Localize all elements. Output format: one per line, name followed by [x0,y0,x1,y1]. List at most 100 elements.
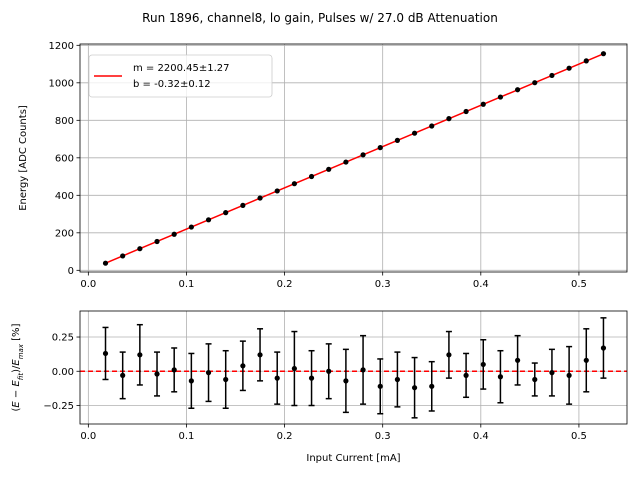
residual-marker [257,352,263,358]
top-gridlines [80,44,627,272]
data-point [240,202,246,208]
x-axis-label: Input Current [mA] [306,453,400,464]
residual-point [342,348,349,414]
top-y-tick-label: 200 [55,228,74,239]
residual-marker [583,357,589,363]
bottom-x-tick-label: 0.3 [375,431,391,442]
data-point [532,80,538,86]
legend-box [88,54,273,98]
residual-point [136,323,143,386]
data-point [549,72,555,79]
residual-marker [137,352,143,358]
data-point [515,87,521,93]
bottom-panel: 0.0 0.1 0.2 0.3 0.4 0.5 −0.25 0.00 0.25 (E − Ef… [11,310,628,464]
top-x-ticks: 0.0 0.1 0.2 0.3 0.4 0.5 [80,272,587,290]
residual-marker [326,368,332,374]
data-point [480,101,486,107]
residual-point [239,340,246,392]
residual-point [394,351,401,408]
residual-marker [394,376,401,383]
top-y-tick-label: 1200 [49,41,74,52]
residual-point [480,339,487,390]
data-point [102,260,109,266]
residual-point [257,328,264,382]
data-point [120,253,126,259]
residual-point [119,351,126,400]
top-y-tick-label: 600 [55,153,74,164]
residual-point [548,348,555,397]
residual-marker [480,361,486,368]
residual-point [411,356,418,419]
residual-marker [360,367,366,373]
bottom-axes-frame [79,310,628,425]
bottom-y-tick-label: 0.25 [52,333,74,344]
residual-point [171,347,178,393]
data-point [394,137,401,143]
top-x-tick-label: 0.0 [80,279,96,290]
residual-point [188,352,195,409]
data-point [360,152,366,158]
residual-marker [102,350,109,357]
residual-marker [223,376,229,383]
data-point [600,51,607,57]
residual-point [566,345,573,405]
residual-marker [120,372,126,378]
top-y-tick-label: 400 [55,191,74,202]
residual-marker [446,352,452,358]
residual-point [497,349,504,404]
data-point [446,116,452,122]
bottom-x-ticks: 0.0 0.1 0.2 0.3 0.4 0.5 [80,424,587,442]
residual-points [102,317,607,419]
top-y-axis-label: Energy [ADC Counts] [18,105,29,211]
residual-marker [171,367,177,373]
top-x-tick-label: 0.4 [473,279,489,290]
residual-point [428,360,435,412]
residual-marker [411,385,418,391]
legend-slope-text: m = 2200.45±1.27 [133,63,229,74]
chart-title: Run 1896, channel8, lo gain, Pulses w/ 2… [142,11,498,25]
residual-marker [308,375,315,381]
fit-line-group [105,53,604,264]
top-y-tick-label: 0 [68,266,74,277]
residual-point [583,328,590,393]
data-point [223,210,229,216]
bottom-x-tick-label: 0.5 [571,431,587,442]
bottom-x-tick-label: 0.0 [80,431,96,442]
residual-marker [291,365,297,372]
residual-marker [566,372,572,378]
bottom-x-tick-label: 0.1 [179,431,195,442]
residual-marker [343,378,349,384]
residual-point [291,330,298,407]
top-y-tick-label: 1000 [49,78,74,89]
data-point [343,159,349,165]
top-y-tick-label: 800 [55,116,74,127]
data-point [583,58,589,64]
fit-line [105,53,604,264]
residual-marker [188,378,194,384]
residual-marker [463,372,469,378]
top-x-tick-label: 0.2 [277,279,293,290]
data-points [102,51,607,266]
data-point [429,123,435,129]
data-point [205,217,212,223]
data-point [257,195,263,201]
data-point [274,188,280,194]
residual-marker [274,375,280,381]
residual-point [205,343,212,403]
data-point [137,246,143,252]
data-point [171,231,177,237]
data-point [566,65,572,71]
data-point [188,224,194,230]
residual-point [600,317,607,379]
residual-point [360,334,367,405]
data-point [326,166,332,172]
bottom-y-ticks: −0.25 0.00 0.25 [43,333,80,412]
top-panel: 0.0 0.1 0.2 0.3 0.4 0.5 0 200 400 600 800 1000 1200… [18,41,628,290]
residual-point [445,330,452,379]
residual-point [514,334,521,386]
data-point [308,173,315,180]
residual-point [154,351,161,397]
residual-point [531,362,538,397]
bottom-y-tick-label: 0.00 [52,367,74,378]
